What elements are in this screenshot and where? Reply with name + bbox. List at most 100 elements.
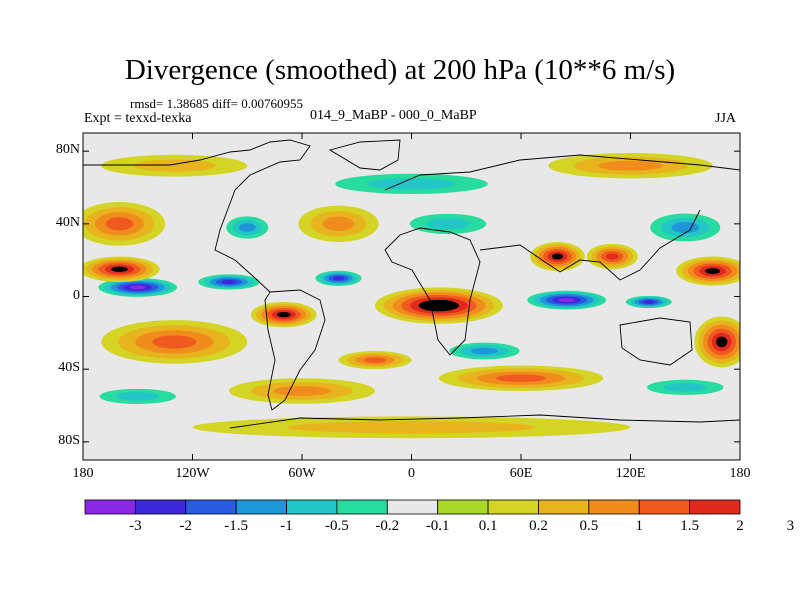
colorbar-swatch [235, 499, 287, 515]
contour-level [132, 159, 216, 172]
y-tick-label: 80S [58, 432, 80, 448]
australia-coast [619, 317, 693, 366]
field-feature [298, 205, 379, 242]
contour-level [368, 178, 455, 190]
x-tick-label: 180 [72, 466, 94, 481]
colorbar-tick-label: 2 [736, 518, 744, 534]
season-label: JJA [715, 111, 737, 126]
field-feature [101, 320, 248, 364]
field-feature [311, 269, 366, 288]
contour-level [496, 374, 546, 383]
contour-level [716, 336, 728, 348]
colorbar-tick-label: -1.5 [224, 518, 249, 534]
contour-level [322, 216, 355, 231]
colorbar-tick-label: -1 [280, 518, 293, 534]
colorbar-swatch [185, 499, 237, 515]
contour-level [105, 217, 134, 231]
colorbar-tick-label: -0.2 [375, 518, 400, 534]
divergence-field [83, 152, 740, 439]
contour-level [705, 268, 721, 275]
field-feature [621, 294, 677, 310]
antarctica-coast [229, 414, 740, 429]
colorbar-swatch [336, 499, 388, 515]
y-axis-ticks [83, 150, 740, 443]
field-feature [83, 385, 193, 408]
field-feature [92, 276, 184, 299]
contour-level [129, 285, 146, 290]
field-feature [630, 376, 740, 399]
field-feature [530, 242, 585, 272]
x-tick-label: 120E [615, 466, 646, 481]
colorbar-tick-label: 1.5 [680, 518, 699, 534]
contour-level [551, 253, 564, 260]
colorbar-tick-label: 3 [786, 518, 795, 534]
x-tick-label: 60W [288, 466, 316, 481]
x-axis-ticks [82, 133, 741, 460]
contour-level [111, 266, 128, 272]
chart-title: Divergence (smoothed) at 200 hPa (10**6 … [124, 54, 676, 86]
field-feature [521, 289, 613, 312]
contour-level [470, 347, 499, 355]
field-feature [229, 378, 375, 404]
south-america-coast [264, 289, 326, 411]
field-feature [192, 272, 266, 292]
colorbar-swatch [588, 499, 640, 515]
contour-level [363, 357, 387, 363]
contour-level [276, 312, 291, 318]
field-feature [438, 365, 604, 391]
field-feature [375, 287, 503, 324]
contour-level [598, 160, 663, 171]
eurasia-north-coast [384, 154, 740, 191]
contour-level [116, 392, 160, 401]
y-tick-label: 40S [58, 360, 80, 376]
colorbar-swatch [386, 499, 439, 515]
contour-level [426, 218, 470, 230]
colorbar-tick-label: 0.2 [529, 518, 548, 534]
x-tick-label: 60E [509, 466, 533, 481]
field-feature [250, 301, 317, 328]
field-feature [302, 169, 521, 199]
contour-level [273, 385, 331, 396]
x-tick-label: 180 [729, 466, 751, 481]
field-feature [219, 212, 275, 242]
colorbar-swatch [538, 499, 590, 515]
colorbar-tick-label: 1 [635, 518, 643, 534]
colorbar [84, 499, 741, 515]
field-feature [83, 202, 166, 246]
field-feature [548, 152, 713, 179]
contour-level [238, 223, 256, 232]
rmsd-diff-label: rmsd= 1.38685 diff= 0.00760955 [130, 96, 303, 111]
coastline-outline [83, 139, 740, 429]
field-feature [676, 256, 740, 286]
contour-level [643, 299, 655, 304]
field-feature [101, 154, 248, 177]
field-feature [694, 316, 740, 368]
colorbar-swatch [134, 499, 187, 515]
colorbar-swatch [638, 499, 691, 515]
x-tick-label: 0 [408, 466, 415, 481]
field-feature [438, 340, 531, 362]
colorbar-swatch [689, 499, 741, 515]
y-tick-label: 40N [55, 214, 80, 230]
north-america-coast [83, 139, 311, 293]
y-tick-label: 80N [55, 142, 80, 158]
contour-level [663, 383, 707, 392]
contour-level [671, 221, 700, 233]
field-feature [338, 351, 412, 370]
contour-level [287, 421, 536, 434]
field-feature [83, 256, 160, 282]
asia-south-coast [479, 209, 701, 281]
colorbar-swatch [286, 499, 338, 515]
colorbar-tick-label: 0.1 [478, 518, 498, 534]
colorbar-swatch [487, 499, 539, 515]
field-feature [393, 209, 503, 239]
contour-level [152, 335, 197, 349]
africa-coast [384, 227, 481, 356]
contour-level [332, 276, 345, 281]
x-tick-label: 120W [175, 466, 210, 481]
field-feature [192, 416, 631, 439]
colorbar-tick-label: -0.5 [325, 518, 349, 534]
contour-level [605, 253, 619, 260]
colorbar-tick-label: -3 [129, 518, 142, 534]
